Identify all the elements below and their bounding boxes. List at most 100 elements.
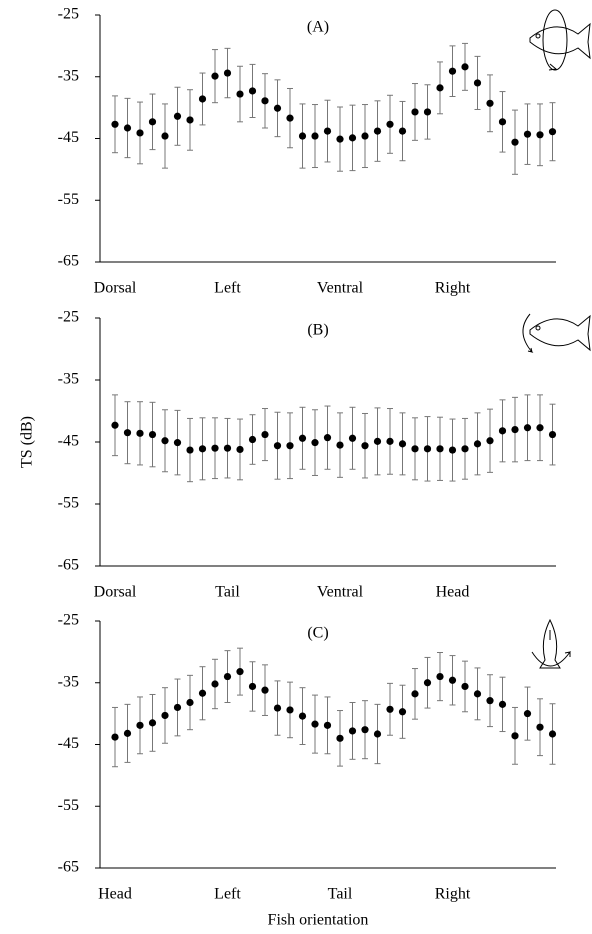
- y-tick-label: -45: [58, 129, 79, 146]
- point: [498, 427, 507, 435]
- x-tick-label: Tail: [215, 584, 240, 601]
- point: [523, 424, 532, 432]
- point: [298, 434, 307, 442]
- point: [123, 429, 132, 437]
- point: [161, 711, 169, 720]
- point: [286, 114, 294, 122]
- point: [511, 732, 519, 740]
- point: [498, 700, 507, 708]
- point: [373, 730, 382, 738]
- point: [173, 112, 182, 120]
- y-tick-label: -65: [58, 859, 79, 876]
- point: [398, 440, 407, 448]
- point: [211, 444, 219, 452]
- point: [386, 120, 394, 128]
- y-tick-label: -35: [58, 673, 79, 690]
- point: [523, 130, 532, 138]
- x-tick-label: Tail: [328, 886, 353, 903]
- point: [511, 426, 519, 434]
- point: [498, 118, 507, 126]
- point: [273, 442, 282, 450]
- point: [536, 131, 544, 139]
- point: [323, 127, 332, 135]
- y-tick-label: -65: [58, 557, 79, 574]
- panel-title: (B): [307, 322, 328, 339]
- point: [173, 439, 182, 447]
- point: [361, 132, 369, 140]
- y-tick-label: -65: [58, 253, 79, 270]
- point: [398, 708, 407, 716]
- y-tick-label: -35: [58, 371, 79, 388]
- point: [473, 79, 482, 87]
- point: [248, 435, 257, 444]
- point: [186, 698, 194, 707]
- point: [211, 72, 219, 80]
- point: [161, 132, 169, 140]
- y-tick-label: -45: [58, 735, 79, 752]
- point: [461, 63, 469, 71]
- point: [448, 446, 457, 454]
- point: [148, 430, 157, 439]
- point: [161, 437, 169, 445]
- point: [136, 429, 144, 437]
- x-tick-label: Head: [98, 886, 132, 903]
- point: [223, 672, 232, 681]
- point: [461, 445, 469, 453]
- point: [261, 430, 269, 439]
- y-tick-label: -25: [58, 612, 79, 629]
- point: [436, 84, 444, 92]
- point: [223, 444, 232, 452]
- x-axis-label: Fish orientation: [268, 912, 369, 929]
- y-tick-label: -55: [58, 797, 79, 814]
- point: [236, 90, 244, 98]
- point: [436, 445, 444, 453]
- x-tick-label: Left: [214, 280, 241, 297]
- point: [348, 134, 357, 142]
- point: [236, 445, 244, 454]
- x-tick-label: Left: [214, 886, 241, 903]
- x-tick-label: Right: [435, 886, 471, 903]
- fish-icon: [522, 313, 591, 353]
- x-tick-label: Right: [435, 280, 471, 297]
- point: [548, 128, 557, 136]
- point: [486, 99, 494, 107]
- y-tick-label: -55: [58, 495, 79, 512]
- point: [111, 421, 119, 429]
- point: [336, 135, 344, 143]
- point: [336, 734, 344, 742]
- point: [123, 729, 132, 737]
- point: [486, 697, 494, 705]
- point: [398, 127, 407, 135]
- x-tick-label: Dorsal: [94, 280, 137, 297]
- point: [473, 440, 482, 448]
- point: [461, 682, 469, 691]
- point: [273, 104, 282, 112]
- point: [323, 721, 332, 729]
- point: [173, 703, 182, 712]
- point: [336, 441, 344, 449]
- point: [436, 672, 444, 681]
- point: [186, 116, 194, 124]
- point: [373, 127, 382, 135]
- point: [361, 726, 369, 734]
- point: [386, 705, 394, 713]
- point: [473, 690, 482, 698]
- point: [373, 437, 382, 445]
- y-tick-label: -45: [58, 433, 79, 450]
- point: [186, 446, 194, 454]
- point: [361, 442, 369, 450]
- point: [236, 668, 244, 676]
- point: [423, 445, 432, 453]
- point: [261, 97, 269, 105]
- point: [323, 434, 332, 442]
- panel-title: (C): [307, 625, 328, 642]
- point: [223, 69, 232, 77]
- y-tick-label: -25: [58, 309, 79, 326]
- y-tick-label: -35: [58, 67, 79, 84]
- x-tick-label: Dorsal: [94, 584, 137, 601]
- y-tick-label: -55: [58, 191, 79, 208]
- x-tick-label: Head: [436, 584, 470, 601]
- point: [273, 704, 282, 712]
